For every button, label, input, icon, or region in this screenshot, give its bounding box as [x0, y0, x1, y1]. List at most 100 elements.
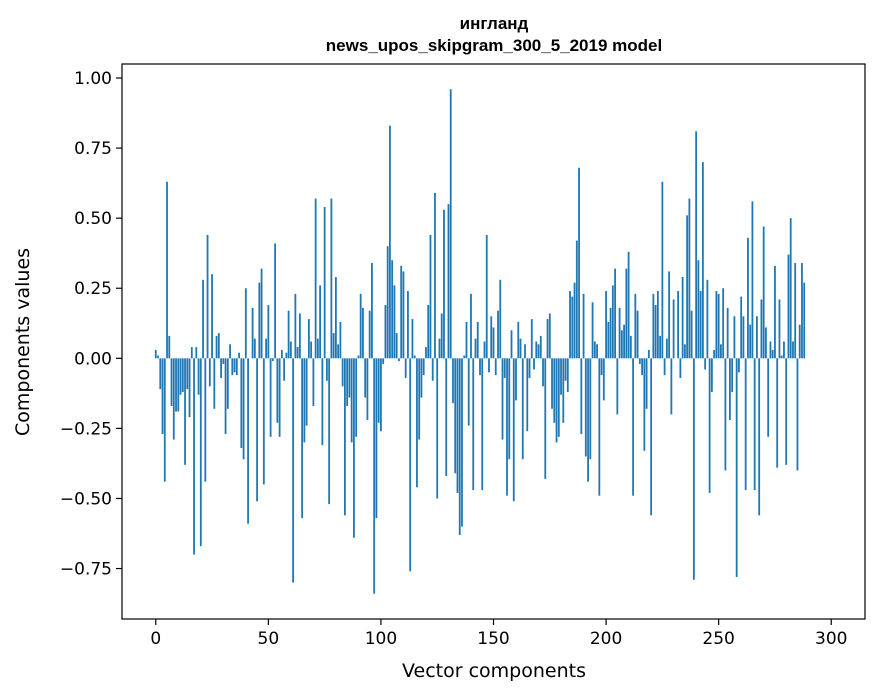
bar-19 — [197, 358, 200, 395]
bar-257 — [733, 316, 736, 359]
y-tick-label: −0.50 — [60, 489, 112, 509]
bar-268 — [758, 358, 761, 516]
bar-6 — [168, 335, 171, 359]
bar-168 — [533, 358, 535, 370]
bar-272 — [767, 358, 770, 437]
bar-51 — [269, 358, 272, 437]
bar-153 — [499, 279, 502, 359]
bar-273 — [769, 341, 772, 359]
bar-260 — [740, 296, 743, 359]
bar-282 — [789, 218, 792, 359]
bar-12 — [181, 358, 184, 392]
bar-259 — [738, 358, 740, 373]
bar-143 — [476, 321, 479, 359]
bar-207 — [620, 330, 623, 359]
bar-199 — [602, 358, 605, 401]
bar-283 — [792, 341, 794, 359]
bar-214 — [636, 310, 639, 359]
bar-211 — [629, 335, 632, 359]
bar-88 — [353, 358, 355, 538]
bar-154 — [501, 358, 504, 440]
bar-62 — [294, 293, 297, 359]
bar-266 — [753, 358, 756, 491]
bar-45 — [256, 358, 258, 502]
bar-212 — [632, 358, 634, 496]
bar-15 — [188, 358, 191, 418]
bar-163 — [521, 358, 524, 460]
bar-74 — [321, 358, 324, 446]
x-tick-label: 100 — [365, 629, 397, 649]
bar-40 — [244, 288, 247, 359]
y-tick-label: −0.75 — [60, 560, 112, 580]
bar-230 — [672, 299, 675, 359]
bar-197 — [598, 358, 601, 496]
y-axis-label: Components values — [12, 248, 34, 436]
bar-221 — [652, 293, 655, 359]
bar-208 — [623, 324, 625, 359]
bar-48 — [262, 358, 265, 485]
bar-149 — [490, 316, 493, 359]
bar-87 — [350, 358, 353, 443]
bar-146 — [483, 341, 486, 359]
bar-278 — [780, 355, 783, 359]
bar-241 — [697, 260, 700, 359]
bar-25 — [211, 274, 213, 359]
bar-111 — [404, 358, 407, 378]
bar-103 — [386, 246, 389, 359]
bar-194 — [591, 302, 594, 359]
bar-248 — [713, 349, 716, 359]
bar-96 — [371, 263, 373, 359]
bar-86 — [348, 358, 351, 398]
bar-10 — [177, 358, 180, 412]
bar-258 — [735, 358, 738, 577]
bar-158 — [510, 330, 513, 359]
x-axis-label: Vector components — [402, 660, 586, 682]
bar-36 — [235, 358, 238, 376]
bar-244 — [704, 358, 707, 370]
bar-219 — [647, 349, 650, 359]
bar-126 — [438, 338, 441, 359]
bar-64 — [298, 313, 301, 359]
bar-150 — [492, 327, 495, 359]
bar-246 — [708, 358, 711, 493]
bar-162 — [519, 338, 522, 359]
bar-58 — [285, 352, 288, 359]
bar-217 — [643, 358, 646, 451]
bar-69 — [310, 341, 313, 359]
bar-253 — [724, 358, 727, 471]
bar-184 — [569, 291, 571, 359]
bar-147 — [485, 234, 488, 359]
bar-22 — [204, 358, 207, 482]
bar-131 — [449, 89, 452, 359]
bar-215 — [638, 358, 641, 364]
bar-261 — [742, 316, 745, 359]
bar-66 — [303, 358, 306, 443]
x-tick-label: 50 — [258, 629, 280, 649]
bar-169 — [535, 341, 538, 359]
bar-113 — [409, 358, 412, 572]
bar-125 — [436, 358, 439, 499]
bar-218 — [645, 358, 648, 409]
bar-188 — [578, 167, 580, 359]
bar-191 — [584, 358, 587, 457]
bar-195 — [593, 341, 596, 359]
bar-68 — [307, 319, 310, 359]
bar-83 — [341, 358, 344, 387]
bar-38 — [240, 358, 243, 449]
bar-222 — [654, 305, 657, 359]
bar-228 — [668, 271, 671, 359]
bar-224 — [659, 335, 662, 359]
bar-192 — [587, 358, 589, 482]
bar-59 — [287, 310, 290, 359]
bar-47 — [260, 268, 263, 359]
bar-28 — [217, 333, 220, 359]
bar-94 — [366, 358, 369, 420]
bar-100 — [380, 358, 382, 432]
bar-30 — [222, 358, 225, 364]
bar-279 — [783, 341, 785, 359]
bar-53 — [274, 243, 276, 359]
bar-99 — [377, 358, 380, 423]
bar-70 — [312, 358, 315, 406]
